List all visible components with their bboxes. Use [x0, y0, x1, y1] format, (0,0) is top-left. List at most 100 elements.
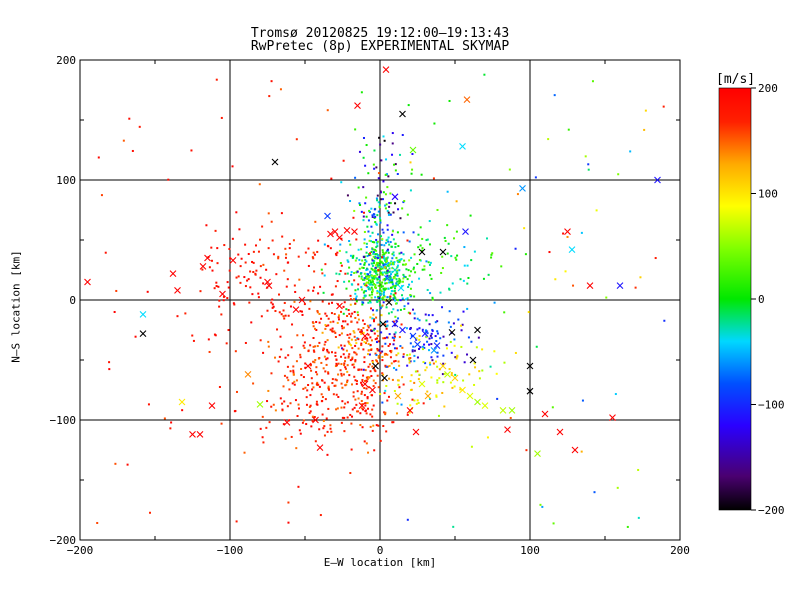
scatter-dot	[376, 273, 379, 276]
scatter-dot	[360, 342, 363, 345]
scatter-dot	[401, 294, 404, 297]
scatter-dot	[406, 354, 409, 357]
scatter-dot	[235, 211, 238, 214]
scatter-dot	[146, 290, 149, 293]
scatter-dot	[402, 231, 405, 234]
scatter-dot	[340, 310, 343, 313]
scatter-dot	[399, 345, 402, 348]
scatter-dot	[337, 346, 340, 349]
scatter-dot	[366, 255, 369, 258]
scatter-dot	[358, 275, 361, 278]
scatter-dot	[562, 232, 565, 235]
scatter-dot	[370, 281, 373, 284]
scatter-dot	[382, 191, 385, 194]
scatter-dot	[392, 421, 395, 424]
scatter-cross	[508, 407, 516, 414]
scatter-dot	[365, 275, 368, 278]
scatter-cross	[481, 402, 489, 409]
scatter-dot	[379, 288, 382, 291]
x-tick-label: 0	[377, 544, 384, 557]
scatter-dot	[435, 340, 438, 343]
scatter-dot	[409, 287, 412, 290]
scatter-dot	[410, 256, 413, 259]
scatter-dot	[351, 415, 354, 418]
y-tick-label: −100	[50, 414, 77, 427]
scatter-cross	[409, 332, 417, 340]
scatter-dot	[334, 331, 337, 334]
scatter-dot	[397, 208, 400, 211]
scatter-dot	[353, 331, 356, 334]
colorbar-tick-label: 200	[758, 82, 778, 95]
scatter-dot	[386, 256, 389, 259]
scatter-dot	[329, 328, 332, 331]
scatter-dot	[388, 270, 391, 273]
scatter-dot	[412, 231, 415, 234]
scatter-points	[84, 66, 666, 528]
scatter-dot	[424, 369, 427, 372]
scatter-dot	[380, 159, 383, 162]
scatter-dot	[402, 263, 405, 266]
scatter-dot	[340, 325, 343, 328]
scatter-dot	[287, 314, 290, 317]
scatter-dot	[371, 268, 374, 271]
scatter-dot	[199, 290, 202, 293]
scatter-dot	[355, 238, 358, 241]
scatter-dot	[344, 360, 347, 363]
scatter-dot	[330, 293, 333, 296]
scatter-dot	[382, 337, 385, 340]
scatter-dot	[353, 209, 356, 212]
scatter-dot	[381, 238, 384, 241]
scatter-dot	[226, 297, 229, 300]
scatter-cross	[399, 110, 406, 118]
scatter-cross	[586, 282, 594, 289]
scatter-dot	[386, 173, 389, 176]
scatter-dot	[384, 259, 387, 262]
scatter-dot	[442, 362, 445, 365]
scatter-dot	[330, 312, 333, 315]
scatter-cross	[271, 158, 279, 166]
scatter-dot	[270, 301, 273, 304]
scatter-dot	[371, 280, 374, 283]
scatter-dot	[309, 300, 312, 303]
scatter-dot	[360, 91, 363, 94]
scatter-dot	[415, 337, 418, 340]
scatter-dot	[367, 219, 370, 222]
scatter-dot	[231, 165, 234, 168]
scatter-dot	[391, 336, 394, 339]
scatter-dot	[384, 365, 387, 368]
scatter-dot	[503, 361, 506, 364]
scatter-cross	[354, 102, 361, 109]
scatter-dot	[376, 347, 379, 350]
scatter-dot	[369, 279, 372, 282]
scatter-dot	[355, 382, 358, 385]
scatter-dot	[412, 268, 415, 271]
scatter-dot	[310, 425, 313, 428]
scatter-dot	[318, 321, 321, 324]
scatter-dot	[547, 138, 550, 141]
scatter-dot	[335, 362, 338, 365]
scatter-dot	[466, 353, 469, 356]
scatter-dot	[411, 350, 414, 353]
scatter-dot	[324, 327, 327, 330]
scatter-dot	[551, 406, 554, 409]
scatter-dot	[438, 377, 441, 380]
scatter-dot	[450, 255, 453, 258]
scatter-dot	[371, 231, 374, 234]
scatter-cross	[369, 386, 376, 394]
scatter-dot	[377, 269, 380, 272]
scatter-dot	[360, 407, 363, 410]
scatter-dot	[482, 277, 485, 280]
scatter-dot	[316, 381, 319, 384]
scatter-dot	[428, 220, 431, 223]
scatter-dot	[350, 320, 353, 323]
scatter-dot	[312, 322, 315, 325]
scatter-dot	[372, 424, 375, 427]
scatter-dot	[403, 200, 406, 203]
scatter-dot	[347, 340, 350, 343]
scatter-dot	[366, 278, 369, 281]
scatter-dot	[425, 329, 428, 332]
scatter-dot	[451, 386, 454, 389]
scatter-dot	[466, 282, 469, 285]
scatter-dot	[267, 389, 270, 392]
scatter-dot	[234, 409, 237, 412]
